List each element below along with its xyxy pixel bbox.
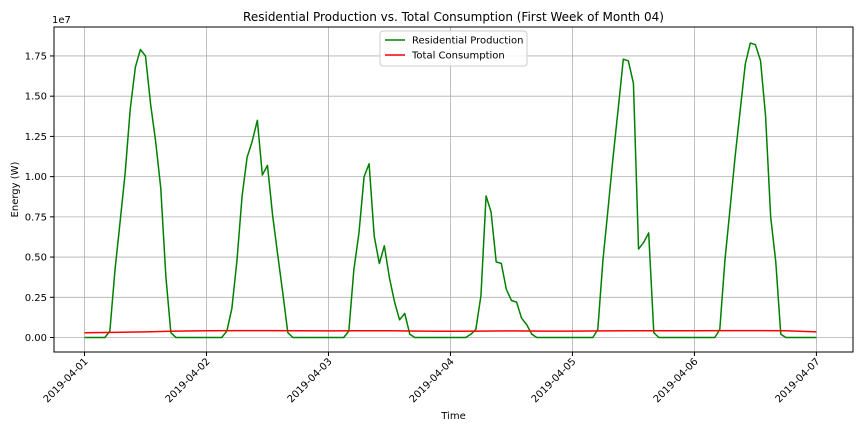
chart-title: Residential Production vs. Total Consump…: [243, 10, 664, 24]
plot-frame: [53, 26, 854, 353]
legend-box: [379, 30, 528, 67]
legend-label-residential-production: Residential Production: [412, 36, 523, 47]
series-line-total-consumption: [84, 329, 817, 334]
x-tick-label: 2019-04-03: [286, 356, 335, 405]
y-scale-label: 1e7: [52, 15, 71, 26]
y-tick-label: 0.00: [25, 333, 47, 344]
legend-label-total-consumption: Total Consumption: [411, 51, 505, 62]
x-tick-label: 2019-04-05: [530, 356, 579, 405]
x-tick-label: 2019-04-01: [42, 356, 91, 405]
y-tick-label: 0.75: [25, 212, 47, 223]
y-axis-label: Energy (W): [10, 161, 21, 217]
series-layer: [84, 42, 817, 339]
y-tick-label: 1.75: [25, 51, 47, 62]
y-tick-label: 1.25: [25, 132, 47, 143]
y-tick-label: 0.50: [25, 253, 47, 264]
x-axis-label: Time: [440, 411, 465, 422]
x-tick-label: 2019-04-04: [408, 356, 457, 405]
x-tick-label: 2019-04-06: [652, 356, 701, 405]
series-line-residential-production: [84, 42, 817, 339]
y-tick-label: 1.50: [25, 92, 47, 103]
x-tick-label: 2019-04-07: [774, 356, 823, 405]
x-tick-label: 2019-04-02: [164, 356, 213, 405]
y-tick-label: 0.25: [25, 293, 47, 304]
grid: [54, 27, 853, 352]
legend: Residential Production Total Consumption: [379, 30, 528, 67]
y-tick-label: 1.00: [25, 172, 47, 183]
